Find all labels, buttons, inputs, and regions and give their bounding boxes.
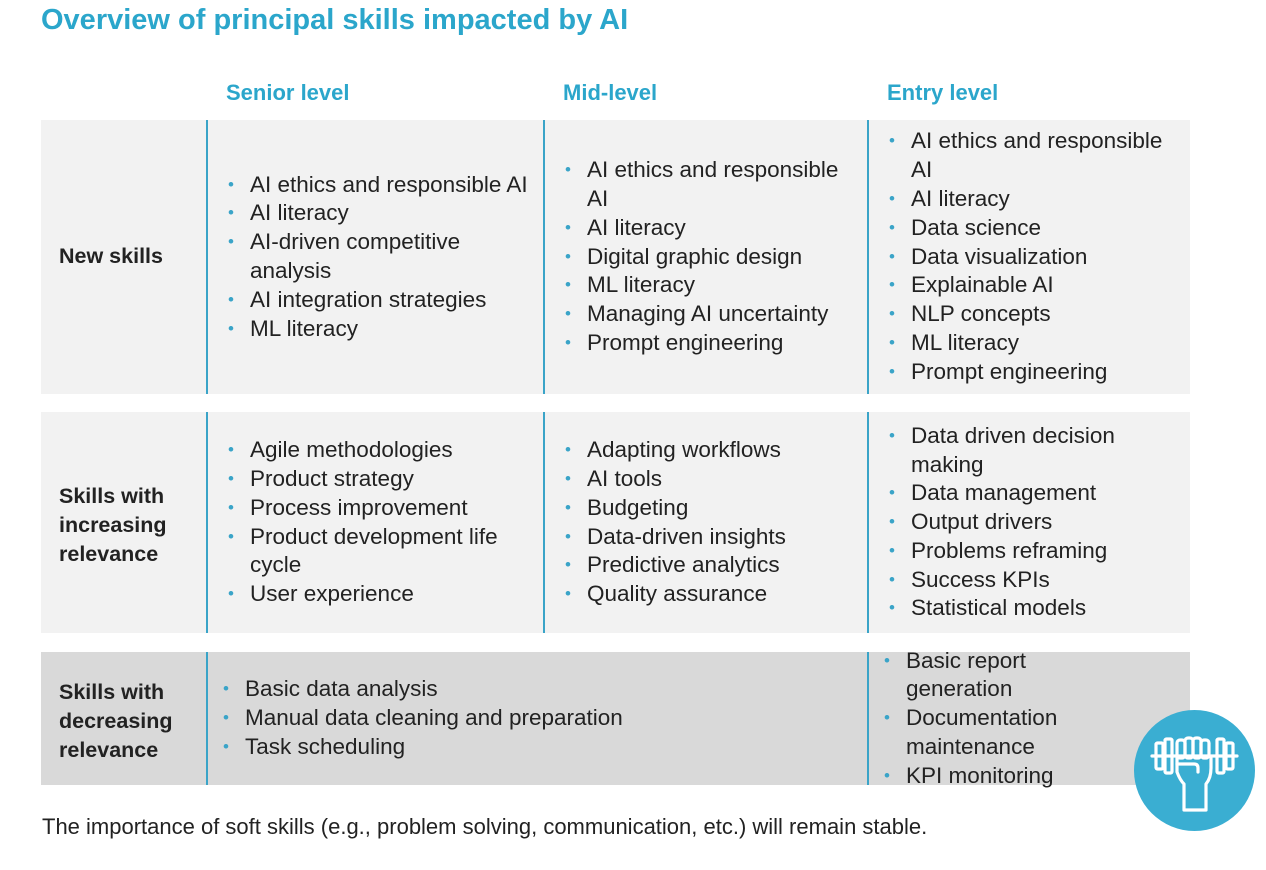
list-item: Task scheduling [221, 733, 851, 762]
cell-new-entry: AI ethics and responsible AIAI literacyD… [887, 120, 1187, 394]
list-item: Problems reframing [887, 537, 1187, 566]
row-label-new-skills: New skills [59, 244, 163, 268]
list-item: Adapting workflows [563, 436, 861, 465]
skill-list: Basic report generationDocumentation mai… [882, 647, 1132, 791]
column-header-senior: Senior level [226, 80, 350, 105]
list-item: Quality assurance [563, 580, 861, 609]
list-item: Data driven decision making [887, 422, 1187, 480]
column-header-mid: Mid-level [563, 80, 658, 105]
column-divider [543, 412, 545, 633]
list-item: AI ethics and responsible AI [226, 171, 532, 200]
list-item: Product strategy [226, 465, 532, 494]
list-item: Managing AI uncertainty [563, 300, 861, 329]
cell-increasing-mid: Adapting workflowsAI toolsBudgetingData-… [563, 412, 861, 633]
list-item: AI integration strategies [226, 286, 532, 315]
cell-increasing-entry: Data driven decision makingData manageme… [887, 412, 1187, 633]
list-item: AI ethics and responsible AI [563, 156, 861, 214]
list-item: Prompt engineering [563, 329, 861, 358]
list-item: Agile methodologies [226, 436, 532, 465]
column-divider [867, 120, 869, 394]
cell-decreasing-senior-mid: Basic data analysisManual data cleaning … [221, 652, 851, 785]
list-item: User experience [226, 580, 532, 609]
footer-note: The importance of soft skills (e.g., pro… [42, 814, 928, 839]
list-item: Documentation maintenance [882, 704, 1132, 762]
list-item: KPI monitoring [882, 762, 1132, 791]
skill-list: AI ethics and responsible AIAI literacyA… [226, 171, 532, 344]
list-item: Product development life cycle [226, 523, 532, 581]
list-item: AI tools [563, 465, 861, 494]
list-item: NLP concepts [887, 300, 1187, 329]
list-item: AI literacy [226, 199, 532, 228]
list-item: Manual data cleaning and preparation [221, 704, 851, 733]
column-divider [206, 120, 208, 394]
list-item: Basic report generation [882, 647, 1132, 705]
column-divider [867, 652, 869, 785]
list-item: Data-driven insights [563, 523, 861, 552]
list-item: Process improvement [226, 494, 532, 523]
list-item: Success KPIs [887, 566, 1187, 595]
list-item: AI literacy [563, 214, 861, 243]
list-item: ML literacy [226, 315, 532, 344]
list-item: Budgeting [563, 494, 861, 523]
row-label-increasing: Skills with increasing relevance [59, 484, 167, 566]
cell-increasing-senior: Agile methodologiesProduct strategyProce… [226, 412, 532, 633]
list-item: Data management [887, 479, 1187, 508]
list-item: Predictive analytics [563, 551, 861, 580]
fist-with-dumbbell-icon [1134, 710, 1255, 831]
list-item: Explainable AI [887, 271, 1187, 300]
list-item: Basic data analysis [221, 675, 851, 704]
list-item: ML literacy [887, 329, 1187, 358]
cell-new-mid: AI ethics and responsible AIAI literacyD… [563, 120, 861, 394]
column-divider [206, 412, 208, 633]
page-title: Overview of principal skills impacted by… [41, 4, 629, 36]
list-item: Prompt engineering [887, 358, 1187, 387]
skill-list: Agile methodologiesProduct strategyProce… [226, 436, 532, 609]
column-header-entry: Entry level [887, 80, 999, 105]
cell-decreasing-entry: Basic report generationDocumentation mai… [882, 647, 1132, 791]
list-item: Output drivers [887, 508, 1187, 537]
column-divider [867, 412, 869, 633]
list-item: Data science [887, 214, 1187, 243]
column-divider [543, 120, 545, 394]
column-divider [206, 652, 208, 785]
list-item: AI literacy [887, 185, 1187, 214]
list-item: Data visualization [887, 243, 1187, 272]
cell-new-senior: AI ethics and responsible AIAI literacyA… [226, 120, 532, 394]
list-item: AI-driven competitive analysis [226, 228, 532, 286]
list-item: Statistical models [887, 594, 1187, 623]
row-label-decreasing: Skills with decreasing relevance [59, 680, 173, 762]
skill-list: AI ethics and responsible AIAI literacyD… [887, 127, 1187, 386]
list-item: AI ethics and responsible AI [887, 127, 1187, 185]
list-item: ML literacy [563, 271, 861, 300]
skill-list: AI ethics and responsible AIAI literacyD… [563, 156, 861, 358]
skill-list: Basic data analysisManual data cleaning … [221, 675, 851, 761]
skill-list: Data driven decision makingData manageme… [887, 422, 1187, 624]
list-item: Digital graphic design [563, 243, 861, 272]
skill-list: Adapting workflowsAI toolsBudgetingData-… [563, 436, 861, 609]
